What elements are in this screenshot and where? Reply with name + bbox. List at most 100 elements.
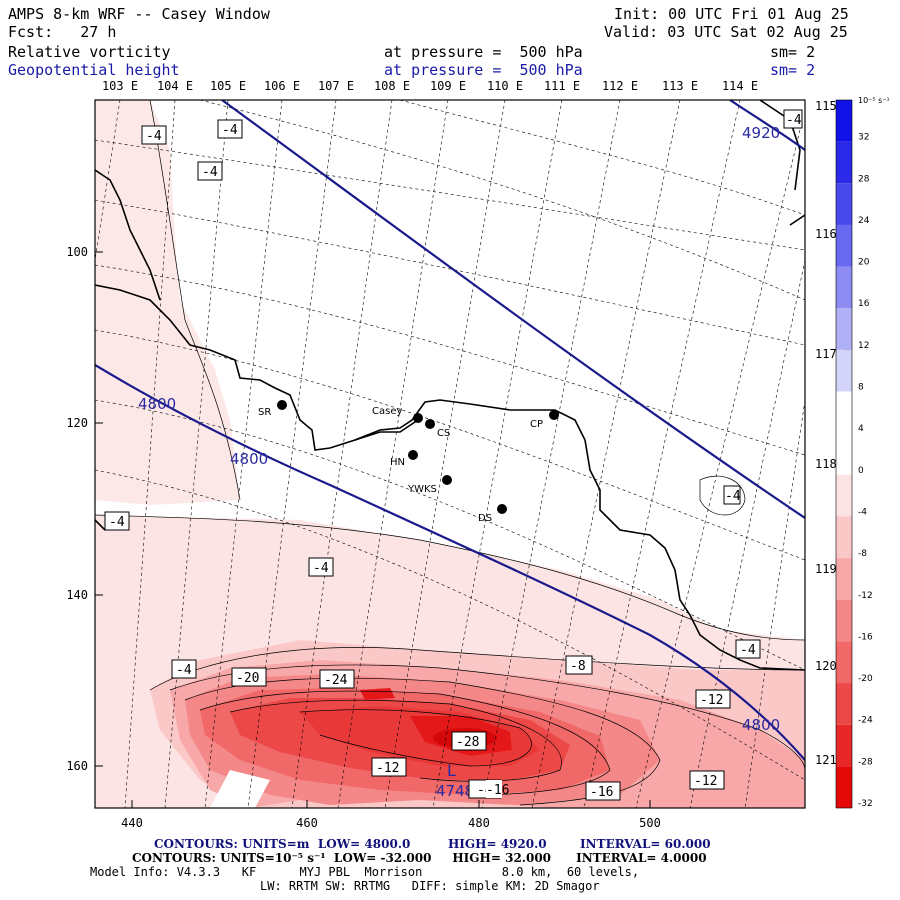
- vorticity-label: -4: [313, 561, 329, 576]
- stations: SR Casey CS CP HN YWKS DS: [258, 400, 559, 524]
- lon-label: 110 E: [487, 79, 523, 93]
- colorbar-swatch: [836, 599, 852, 642]
- vorticity-contours: [95, 100, 805, 806]
- colorbar-swatch: [836, 224, 852, 267]
- colorbar-swatch: [836, 183, 852, 225]
- colorbar-label: -12: [858, 591, 873, 601]
- field2-name: Geopotential height: [8, 61, 180, 79]
- vorticity-label: -12: [700, 693, 723, 708]
- lon-label: 106 E: [264, 79, 300, 93]
- station-marker: [549, 410, 559, 420]
- vorticity-label: -4: [740, 643, 756, 658]
- vorticity-label: -4: [725, 489, 741, 504]
- axis-ticks: [95, 251, 651, 808]
- top-longitude-labels: 103 E 104 E 105 E 106 E 107 E 108 E 109 …: [102, 79, 758, 93]
- y-tick-label: 100: [66, 245, 88, 259]
- lon-label: 108 E: [374, 79, 410, 93]
- colorbar-swatch: [836, 433, 852, 475]
- colorbar-swatch: [836, 516, 852, 559]
- lon-label: 109 E: [430, 79, 466, 93]
- lon-label: 104 E: [157, 79, 193, 93]
- vorticity-label: -4: [202, 165, 218, 180]
- vorticity-label: -16: [590, 785, 613, 800]
- station-label: HN: [390, 457, 405, 468]
- field1-name: Relative vorticity: [8, 43, 171, 61]
- station-marker: [442, 475, 452, 485]
- colorbar-label: 20: [858, 258, 870, 268]
- colorbar-label: -28: [858, 757, 873, 767]
- vorticity-label: -4: [222, 123, 238, 138]
- colorbar-swatch: [836, 724, 852, 767]
- colorbar-swatch: [836, 683, 852, 725]
- field1-level: at pressure = 500 hPa: [384, 43, 583, 61]
- station-label: CP: [530, 419, 543, 430]
- footer-height-contours: CONTOURS: UNITS=m LOW= 4800.0 HIGH= 4920…: [154, 837, 711, 851]
- x-tick-label: 460: [296, 816, 318, 830]
- colorbar-label: 8: [858, 383, 864, 393]
- lon-label: 103 E: [102, 79, 138, 93]
- height-contours: [95, 100, 805, 761]
- lon-label: 112 E: [602, 79, 638, 93]
- colorbar-label: 24: [858, 216, 870, 226]
- colorbar-swatch: [836, 100, 852, 142]
- colorbar-unit: 10⁻⁵ s⁻¹: [858, 96, 890, 105]
- x-axis-labels: 440 460 480 500: [121, 816, 661, 830]
- station-label: DS: [478, 513, 492, 524]
- coastline: [95, 100, 805, 671]
- colorbar-label: 0: [858, 466, 864, 476]
- x-tick-label: 480: [468, 816, 490, 830]
- x-tick-label: 440: [121, 816, 143, 830]
- vorticity-label: -4: [176, 663, 192, 678]
- colorbar-label: 12: [858, 341, 869, 351]
- map-frame: [94, 99, 806, 809]
- colorbar-swatch: [836, 349, 852, 392]
- colorbar-swatch: [836, 266, 852, 309]
- footer-model-info: Model Info: V4.3.3 KF MYJ PBL Morrison 8…: [90, 865, 640, 879]
- vorticity-shading: [95, 100, 805, 808]
- station-marker: [497, 504, 507, 514]
- colorbar-label: -24: [858, 716, 873, 726]
- station-label: CS: [437, 428, 450, 439]
- colorbar-label: -16: [858, 632, 873, 642]
- forecast-hour: Fcst: 27 h: [8, 23, 117, 41]
- lon-label: 107 E: [318, 79, 354, 93]
- colorbar-label: -32: [858, 799, 873, 809]
- colorbar-label: 32: [858, 133, 869, 143]
- height-label: 4800: [230, 450, 268, 468]
- station-marker: [413, 413, 423, 423]
- colorbar-label: 28: [858, 174, 870, 184]
- lon-label: 111 E: [544, 79, 580, 93]
- height-label: 4800: [138, 395, 176, 413]
- map-area: [95, 100, 805, 808]
- field2-level: at pressure = 500 hPa: [384, 61, 583, 79]
- colorbar-swatch: [836, 766, 852, 808]
- model-title: AMPS 8-km WRF -- Casey Window: [8, 5, 270, 23]
- colorbar-swatch: [836, 391, 852, 434]
- vorticity-label: -12: [376, 761, 399, 776]
- latlon-grid: [95, 100, 805, 808]
- station-label: Casey: [372, 406, 402, 417]
- colorbar-swatch: [836, 558, 852, 600]
- vorticity-label: -4: [786, 113, 802, 128]
- lon-label: 114 E: [722, 79, 758, 93]
- y-tick-label: 160: [66, 759, 88, 773]
- footer-vorticity-contours: CONTOURS: UNITS=10⁻⁵ s⁻¹ LOW= -32.000 HI…: [132, 851, 707, 865]
- field2-smoothing: sm= 2: [770, 61, 816, 79]
- vorticity-label: -4: [109, 515, 125, 530]
- colorbar-label: -20: [858, 674, 873, 684]
- station-label: YWKS: [407, 484, 437, 495]
- valid-time: Valid: 03 UTC Sat 02 Aug 25: [604, 23, 848, 41]
- y-tick-label: 120: [66, 416, 88, 430]
- init-time: Init: 00 UTC Fri 01 Aug 25: [614, 5, 849, 23]
- height-label: 4800: [742, 716, 780, 734]
- colorbar-swatch: [836, 141, 852, 184]
- station-marker: [277, 400, 287, 410]
- vorticity-labels: -4 -4 -4 -4 -4 -4 -4 -4 -4 -4 -20 -24 -8…: [104, 109, 803, 801]
- vorticity-label: -12: [694, 774, 717, 789]
- colorbar-label: 4: [858, 424, 864, 434]
- station-marker: [425, 419, 435, 429]
- colorbar-frame: [835, 99, 853, 809]
- vorticity-label: -8: [570, 659, 586, 674]
- vorticity-label: -16: [486, 783, 509, 798]
